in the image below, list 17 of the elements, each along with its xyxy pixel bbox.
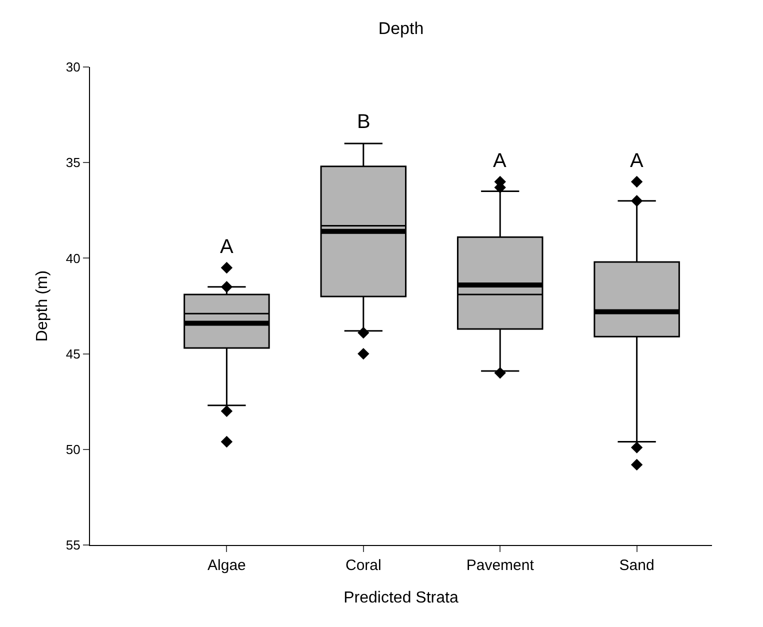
x-axis-title: Predicted Strata bbox=[344, 590, 458, 607]
y-tick-label: 50 bbox=[66, 442, 80, 457]
y-tick-label: 30 bbox=[66, 60, 80, 75]
x-tick-label: Sand bbox=[619, 557, 654, 574]
x-tick-label: Coral bbox=[345, 557, 382, 574]
annotation: B bbox=[357, 111, 370, 133]
annotation: A bbox=[630, 150, 644, 172]
y-tick-label: 45 bbox=[66, 346, 80, 362]
x-tick-label: Pavement bbox=[466, 557, 535, 574]
x-tick-label: Algae bbox=[208, 557, 246, 574]
y-tick-label: 35 bbox=[66, 155, 80, 170]
chart-title: Depth bbox=[378, 18, 424, 38]
annotation: A bbox=[220, 236, 234, 258]
annotation: A bbox=[493, 150, 507, 172]
y-tick-label: 40 bbox=[66, 250, 80, 266]
y-axis-title: Depth (m) bbox=[34, 270, 51, 342]
y-tick-label: 55 bbox=[66, 538, 80, 553]
